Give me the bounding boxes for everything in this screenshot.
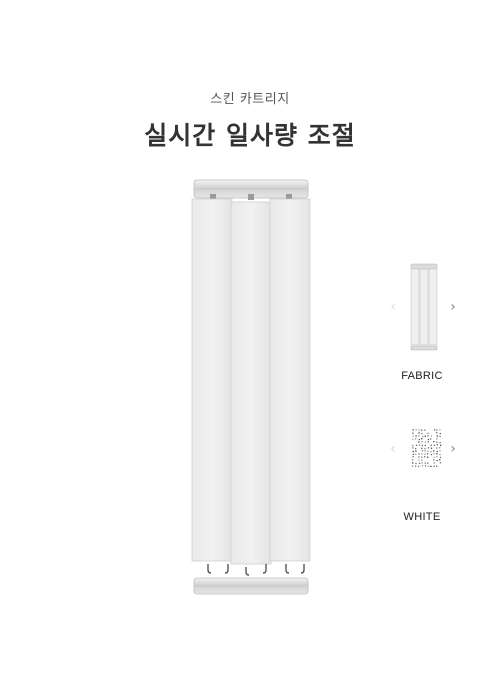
- fabric-thumbnail[interactable]: [400, 262, 450, 360]
- bottom-hooks: [207, 564, 305, 576]
- slat: [230, 201, 272, 565]
- vertical-blind-illustration: [191, 179, 311, 595]
- color-option-selector: ‹ › WHITE: [380, 425, 470, 525]
- bottom-rail: [193, 577, 309, 595]
- color-option-label: WHITE: [403, 511, 441, 523]
- slat: [191, 198, 233, 562]
- chevron-right-icon[interactable]: ›: [450, 299, 456, 315]
- product-subtitle: 스킨 카트리지: [210, 92, 290, 107]
- fabric-option-label: FABRIC: [401, 370, 443, 382]
- fabric-texture-swatch: [412, 429, 442, 468]
- blind-thumbnail-image: [410, 263, 438, 351]
- slat: [269, 198, 311, 562]
- top-rail: [193, 179, 309, 200]
- chevron-right-icon[interactable]: ›: [450, 441, 456, 457]
- chevron-left-icon[interactable]: ‹: [390, 441, 396, 457]
- chevron-left-icon[interactable]: ‹: [390, 299, 396, 315]
- color-swatch-thumbnail[interactable]: [400, 425, 450, 473]
- product-image: [188, 172, 314, 602]
- fabric-option-selector: ‹ › FABRIC: [380, 262, 470, 392]
- product-title: 실시간 일사량 조절: [144, 121, 356, 150]
